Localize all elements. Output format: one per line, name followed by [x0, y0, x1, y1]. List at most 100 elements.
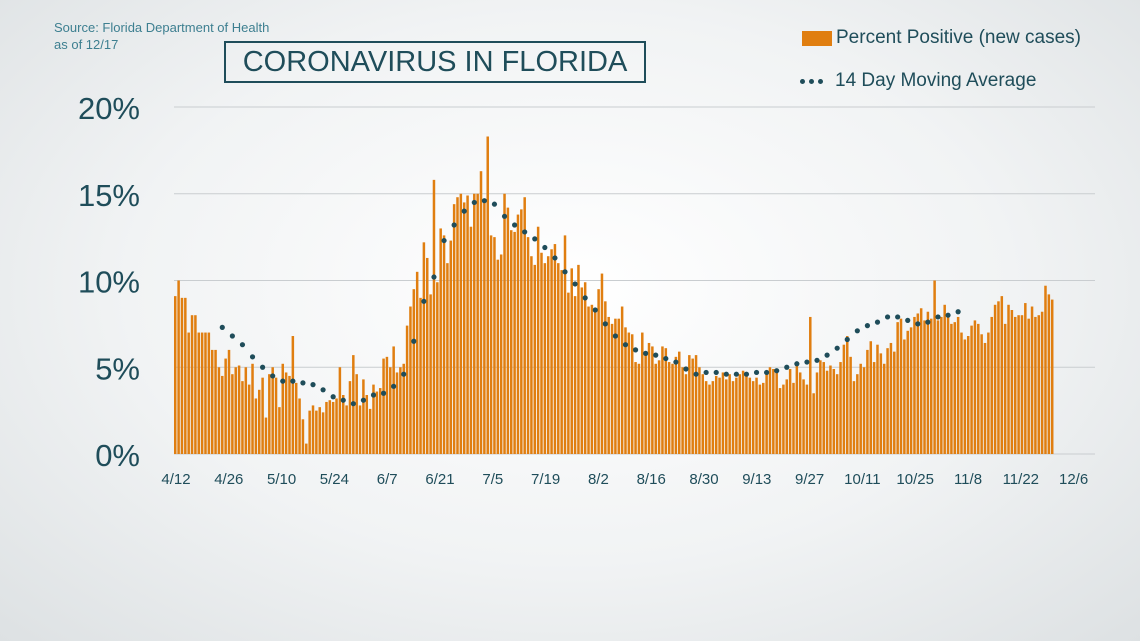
bar	[798, 372, 802, 454]
bar	[815, 372, 819, 454]
bar	[923, 320, 926, 454]
legend-item-percent-positive: Percent Positive (new cases)	[802, 27, 1081, 49]
bar	[513, 231, 516, 454]
moving-average-point	[431, 274, 437, 280]
bar	[590, 304, 594, 454]
bar	[426, 257, 429, 454]
bar	[174, 296, 177, 454]
bar	[338, 367, 342, 454]
moving-average-point	[290, 378, 296, 384]
y-tick-label: 5%	[95, 351, 140, 386]
moving-average-point	[764, 369, 770, 376]
moving-average-point	[945, 312, 951, 318]
bar	[993, 304, 997, 454]
bar	[909, 327, 913, 454]
bar	[439, 228, 442, 454]
bar	[654, 363, 657, 454]
bar	[530, 256, 533, 454]
bar	[963, 339, 967, 454]
bar	[600, 273, 604, 454]
bar	[180, 297, 184, 454]
chart-title: CORONAVIRUS IN FLORIDA	[224, 41, 646, 83]
bar	[896, 322, 899, 454]
moving-average-point	[703, 369, 709, 376]
bar	[688, 355, 691, 454]
x-tick-label: 9/13	[742, 471, 771, 488]
bar	[661, 346, 664, 454]
bar	[1014, 316, 1017, 454]
bar	[452, 204, 456, 454]
bar	[449, 240, 453, 454]
bar	[711, 381, 715, 454]
bar	[960, 332, 963, 454]
moving-average-point	[733, 371, 739, 377]
bar	[486, 136, 489, 454]
bar	[1044, 285, 1047, 454]
bar	[254, 398, 258, 454]
bar	[483, 200, 486, 454]
bar	[177, 280, 180, 454]
bar	[674, 356, 678, 454]
bar	[395, 372, 399, 454]
bar	[298, 398, 301, 454]
bar	[204, 332, 207, 454]
bar	[247, 384, 251, 454]
bar	[399, 367, 402, 454]
bar	[630, 334, 634, 454]
bar	[869, 341, 873, 454]
bar	[624, 327, 627, 454]
bar	[594, 308, 597, 454]
bar	[194, 315, 197, 454]
x-axis-labels: 4/12 4/26 5/10 5/24 6/7 6/21 7/5 7/19 8/2 8/16 8/3…	[161, 471, 1088, 488]
moving-average-point	[884, 314, 891, 320]
bar	[536, 226, 540, 454]
moving-average-point	[491, 201, 498, 207]
bar	[278, 407, 281, 454]
moving-average-point	[784, 364, 790, 370]
y-tick-label: 0%	[95, 438, 140, 473]
bar	[520, 209, 523, 454]
bar	[540, 252, 543, 454]
bar	[691, 358, 694, 454]
x-tick-label: 10/11	[844, 471, 880, 488]
moving-average-point	[955, 309, 961, 315]
moving-average-point	[421, 298, 427, 304]
moving-average-point	[360, 397, 367, 403]
bar	[402, 363, 405, 454]
bar	[503, 193, 506, 454]
bar	[758, 384, 762, 454]
bar	[785, 379, 789, 454]
moving-average-point	[794, 361, 800, 367]
bar	[570, 268, 573, 454]
x-tick-label: 9/27	[795, 471, 824, 488]
moving-average-point	[481, 198, 487, 204]
moving-average-point	[935, 314, 941, 320]
bar	[597, 289, 600, 454]
bar	[882, 363, 886, 454]
bar	[274, 377, 278, 454]
bar	[355, 374, 358, 454]
bar	[281, 363, 285, 454]
moving-average-point	[471, 199, 477, 206]
bar	[583, 282, 587, 454]
legend-dots-swatch	[800, 78, 827, 84]
bar	[375, 391, 379, 454]
x-tick-label: 4/12	[161, 471, 190, 488]
bar	[227, 349, 231, 454]
moving-average-point	[451, 222, 457, 228]
moving-average-point	[925, 319, 931, 325]
bar	[466, 195, 469, 455]
bar	[634, 362, 637, 454]
bar	[1037, 315, 1041, 454]
bar	[893, 351, 896, 454]
bar	[422, 242, 426, 454]
bar	[822, 362, 825, 454]
bar	[473, 193, 476, 454]
bar	[378, 388, 382, 454]
moving-average-point	[663, 355, 669, 362]
bar	[244, 367, 248, 454]
bar	[496, 259, 500, 454]
bar	[1003, 323, 1007, 455]
bar	[368, 408, 372, 454]
